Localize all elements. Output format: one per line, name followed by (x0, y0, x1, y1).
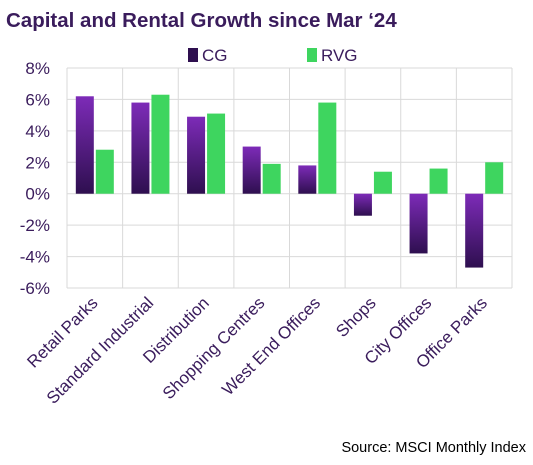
legend-swatch-rvg (307, 48, 317, 62)
bar-rvg (373, 171, 392, 194)
source-note: Source: MSCI Monthly Index (341, 440, 526, 456)
bar-rvg (485, 162, 504, 194)
y-tick-label: -4% (20, 248, 50, 267)
bar-rvg (318, 102, 337, 194)
bar-rvg (429, 168, 448, 194)
chart-title: Capital and Rental Growth since Mar ‘24 (6, 9, 397, 32)
legend: CG RVG (188, 46, 358, 65)
x-tick-label: Shops (332, 293, 380, 341)
bar-cg (131, 102, 150, 194)
y-tick-label: -2% (20, 216, 50, 235)
y-tick-label: 0% (25, 185, 50, 204)
x-tick-label: Shopping Centres (159, 293, 269, 403)
bar-cg (353, 193, 372, 216)
bar-cg (75, 96, 94, 194)
plot-area: 8%6%4%2%0%-2%-4%-6%Retail ParksStandard … (20, 59, 513, 408)
bar-rvg (95, 149, 114, 194)
bar-rvg (262, 163, 281, 194)
y-tick-label: -6% (20, 279, 50, 298)
legend-label-cg: CG (202, 46, 228, 65)
bar-rvg (151, 94, 170, 194)
y-tick-label: 2% (25, 153, 50, 172)
bar-cg (409, 193, 428, 254)
y-tick-label: 4% (25, 122, 50, 141)
x-tick-label: West End Offices (218, 293, 324, 399)
bar-cg (298, 165, 317, 194)
legend-label-rvg: RVG (321, 46, 358, 65)
y-tick-label: 8% (25, 59, 50, 78)
bar-cg (242, 146, 261, 194)
bar-cg (465, 193, 484, 268)
x-tick-label: Standard Industrial (43, 293, 157, 407)
legend-swatch-cg (188, 48, 198, 62)
bar-rvg (207, 113, 226, 194)
bar-cg (187, 116, 206, 194)
y-tick-label: 6% (25, 90, 50, 109)
